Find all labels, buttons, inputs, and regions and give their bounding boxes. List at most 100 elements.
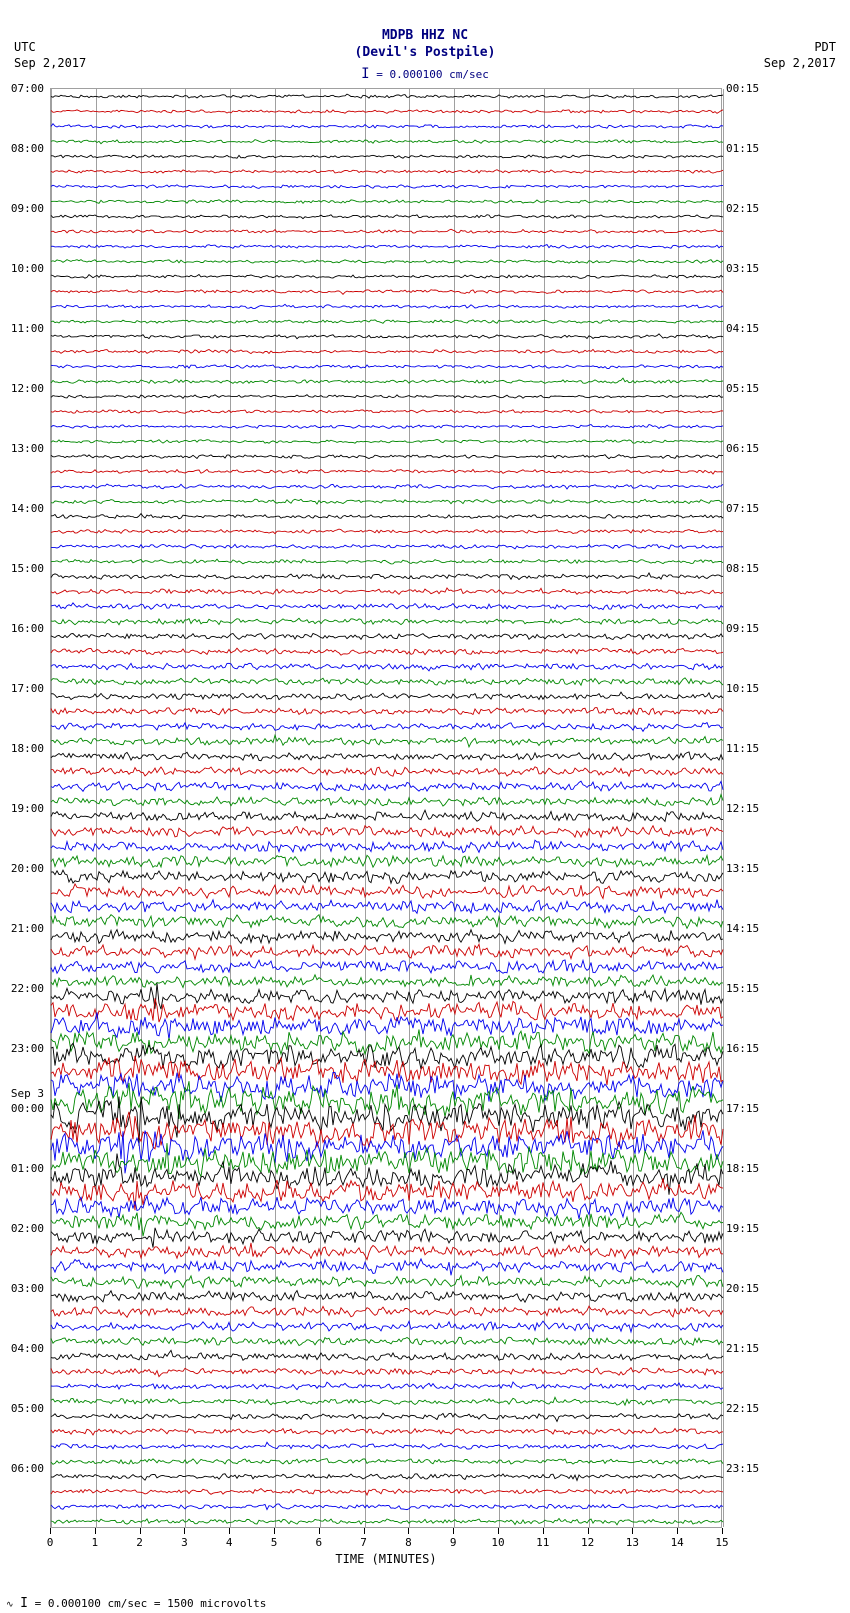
seismic-trace — [51, 1004, 721, 1019]
seismic-trace — [51, 599, 721, 614]
pdt-hour-label: 09:15 — [726, 622, 759, 635]
utc-hour-label: 22:00 — [11, 982, 44, 995]
timezone-left: UTC — [14, 40, 36, 54]
seismic-trace — [51, 344, 721, 359]
seismic-trace — [51, 1454, 721, 1469]
seismic-trace — [51, 974, 721, 989]
helicorder-plot — [50, 88, 722, 1528]
utc-hour-label: 16:00 — [11, 622, 44, 635]
pdt-hour-label: 22:15 — [726, 1402, 759, 1415]
seismic-trace — [51, 734, 721, 749]
station-subtitle: (Devil's Postpile) — [0, 45, 850, 60]
seismic-trace — [51, 1124, 721, 1139]
pdt-hour-label: 21:15 — [726, 1342, 759, 1355]
seismic-trace — [51, 179, 721, 194]
utc-hour-label: 03:00 — [11, 1282, 44, 1295]
x-axis-title: TIME (MINUTES) — [50, 1552, 722, 1566]
seismic-trace — [51, 689, 721, 704]
date-change-label: Sep 3 — [11, 1087, 44, 1100]
pdt-hour-label: 20:15 — [726, 1282, 759, 1295]
x-tick-label: 1 — [91, 1536, 98, 1549]
pdt-hour-label: 06:15 — [726, 442, 759, 455]
seismic-trace — [51, 884, 721, 899]
pdt-hour-label: 18:15 — [726, 1162, 759, 1175]
seismic-trace — [51, 794, 721, 809]
pdt-hour-label: 16:15 — [726, 1042, 759, 1055]
seismic-trace — [51, 1154, 721, 1169]
seismic-trace — [51, 1394, 721, 1409]
utc-hour-label: 10:00 — [11, 262, 44, 275]
seismic-trace — [51, 494, 721, 509]
x-tick-label: 11 — [536, 1536, 549, 1549]
seismic-trace — [51, 464, 721, 479]
seismic-trace — [51, 1289, 721, 1304]
seismic-trace — [51, 449, 721, 464]
seismic-trace — [51, 419, 721, 434]
x-tick-label: 10 — [491, 1536, 504, 1549]
seismic-trace — [51, 1319, 721, 1334]
seismic-trace — [51, 824, 721, 839]
seismic-trace — [51, 509, 721, 524]
seismic-trace — [51, 959, 721, 974]
seismic-trace — [51, 704, 721, 719]
seismic-trace — [51, 1109, 721, 1124]
pdt-hour-label: 14:15 — [726, 922, 759, 935]
utc-hour-label: 11:00 — [11, 322, 44, 335]
pdt-hour-label: 17:15 — [726, 1102, 759, 1115]
x-tick-label: 4 — [226, 1536, 233, 1549]
pdt-hour-label: 12:15 — [726, 802, 759, 815]
seismic-trace — [51, 524, 721, 539]
seismic-trace — [51, 764, 721, 779]
seismic-trace — [51, 284, 721, 299]
x-tick-label: 7 — [360, 1536, 367, 1549]
utc-hour-label: 19:00 — [11, 802, 44, 815]
seismic-trace — [51, 854, 721, 869]
seismic-trace — [51, 554, 721, 569]
seismic-trace — [51, 539, 721, 554]
utc-hour-label: 15:00 — [11, 562, 44, 575]
seismic-trace — [51, 989, 721, 1004]
seismic-trace — [51, 1304, 721, 1319]
seismic-trace — [51, 644, 721, 659]
seismic-trace — [51, 1229, 721, 1244]
seismic-trace — [51, 1244, 721, 1259]
seismic-trace — [51, 209, 721, 224]
timezone-right: PDT — [814, 40, 836, 54]
seismic-trace — [51, 89, 721, 104]
x-tick-label: 9 — [450, 1536, 457, 1549]
seismic-trace — [51, 164, 721, 179]
seismic-trace — [51, 119, 721, 134]
utc-hour-label: 07:00 — [11, 82, 44, 95]
utc-hour-label: 21:00 — [11, 922, 44, 935]
seismic-trace — [51, 719, 721, 734]
seismic-trace — [51, 809, 721, 824]
seismic-trace — [51, 374, 721, 389]
seismic-trace — [51, 1334, 721, 1349]
pdt-hour-label: 10:15 — [726, 682, 759, 695]
seismic-trace — [51, 1349, 721, 1364]
x-tick-label: 8 — [405, 1536, 412, 1549]
seismic-trace — [51, 584, 721, 599]
pdt-hour-label: 08:15 — [726, 562, 759, 575]
seismic-trace — [51, 299, 721, 314]
seismic-trace — [51, 1169, 721, 1184]
seismic-trace — [51, 149, 721, 164]
seismic-trace — [51, 1499, 721, 1514]
x-tick-label: 0 — [47, 1536, 54, 1549]
seismic-trace — [51, 254, 721, 269]
utc-hour-label: 13:00 — [11, 442, 44, 455]
seismic-trace — [51, 1439, 721, 1454]
seismic-trace — [51, 749, 721, 764]
seismic-trace — [51, 659, 721, 674]
seismic-trace — [51, 1139, 721, 1154]
utc-hour-label: 08:00 — [11, 142, 44, 155]
seismic-trace — [51, 1214, 721, 1229]
x-tick-label: 12 — [581, 1536, 594, 1549]
utc-hour-label: 20:00 — [11, 862, 44, 875]
seismic-trace — [51, 224, 721, 239]
seismic-trace — [51, 1274, 721, 1289]
seismic-trace — [51, 1484, 721, 1499]
pdt-hour-label: 05:15 — [726, 382, 759, 395]
seismic-trace — [51, 779, 721, 794]
pdt-hour-label: 23:15 — [726, 1462, 759, 1475]
